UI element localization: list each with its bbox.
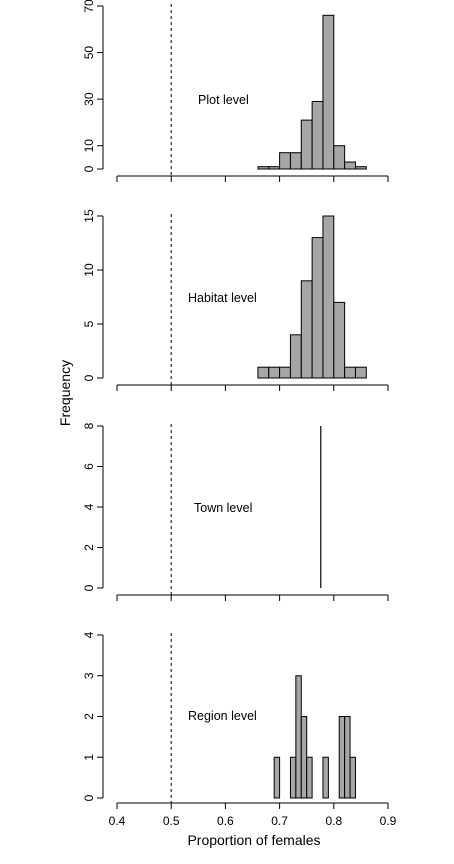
x-axis-title: Proportion of females [187, 832, 320, 848]
panel-3: 0 2 4 6 8 Town level [82, 422, 389, 601]
histogram-bar [338, 716, 346, 799]
y-tick-label: 8 [82, 422, 96, 429]
histogram-bar [333, 145, 346, 170]
panel-label: Habitat level [188, 291, 257, 305]
y-tick-label: 6 [82, 463, 96, 470]
panel-label: Town level [194, 501, 252, 515]
y-tick-label: 0 [82, 165, 96, 172]
y-tick-label: 0 [82, 794, 96, 801]
y-tick-label: 4 [82, 503, 96, 510]
y-tick-label: 10 [82, 263, 96, 277]
histogram-bar [257, 366, 270, 379]
x-tick-label: 0.5 [163, 814, 180, 828]
histogram-bar [300, 716, 308, 799]
histogram-bar [289, 152, 302, 170]
y-tick-label: 10 [82, 139, 96, 153]
histogram-bar [300, 119, 313, 170]
histogram-bar [289, 334, 302, 379]
histogram-bar [344, 366, 356, 379]
histogram-bar [279, 366, 291, 379]
panel-1: 0 10 30 50 70 Plot level [82, 0, 389, 182]
histogram-bar [354, 366, 367, 379]
x-tick-label: 0.4 [109, 814, 126, 828]
histogram-bar [322, 215, 335, 379]
y-tick-label: 15 [82, 209, 96, 223]
y-tick-label: 3 [82, 672, 96, 679]
histogram-bar [322, 756, 329, 799]
histogram-bar [344, 716, 351, 799]
panel-label: Region level [188, 709, 257, 723]
histogram-bar [311, 100, 324, 170]
y-tick-label: 0 [82, 584, 96, 591]
y-tick-label: 30 [82, 92, 96, 106]
histogram-bar [333, 301, 346, 379]
histogram-bar [354, 166, 367, 170]
histogram-bar [295, 675, 302, 799]
y-tick-label: 2 [82, 544, 96, 551]
histogram-bar [306, 756, 313, 799]
histogram-bar [300, 280, 313, 379]
y-axis-title: Frequency [57, 360, 73, 426]
x-tick-label: 0.6 [217, 814, 234, 828]
panel-2: 0 5 10 15 Habitat level [82, 209, 389, 391]
histogram-bar [273, 756, 281, 799]
histogram-bar [268, 366, 281, 379]
histogram-bar [257, 166, 270, 170]
histogram-bar [322, 14, 335, 170]
x-tick-label: 0.8 [325, 814, 342, 828]
y-tick-label: 70 [82, 0, 96, 13]
histogram-bar [311, 237, 324, 379]
y-tick-label: 2 [82, 713, 96, 720]
histogram-bar [344, 161, 356, 170]
histogram-bar [289, 756, 297, 799]
y-tick-label: 5 [82, 320, 96, 327]
panel-label: Plot level [198, 93, 249, 107]
histogram-bar [268, 166, 281, 170]
histogram-bar [349, 756, 356, 799]
x-tick-label: 0.9 [380, 814, 397, 828]
histogram-bar [279, 152, 291, 170]
x-tick-label: 0.7 [271, 814, 288, 828]
y-tick-label: 1 [82, 754, 96, 761]
panel-4: 0 1 2 3 4 0.4 0.5 0.6 0.7 0.8 0.9 Region level [82, 631, 397, 828]
y-tick-label: 4 [82, 631, 96, 638]
y-tick-label: 50 [82, 46, 96, 60]
y-tick-label: 0 [82, 374, 96, 381]
